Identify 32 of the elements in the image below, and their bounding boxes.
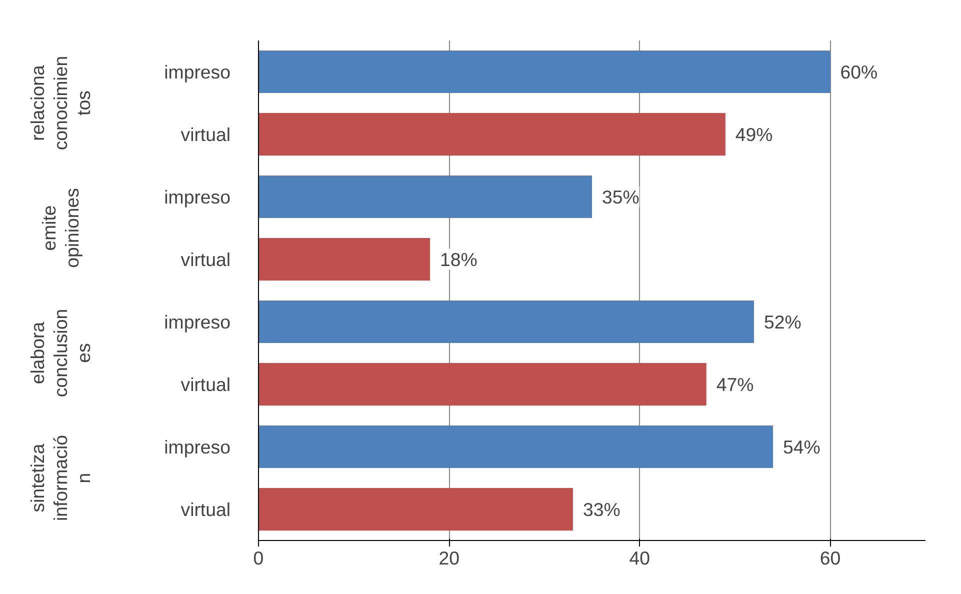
y-tick-label: impreso bbox=[164, 311, 231, 332]
bar bbox=[258, 113, 726, 156]
x-tick-label: 40 bbox=[629, 548, 650, 568]
data-label: 18% bbox=[440, 248, 478, 270]
x-tick-label: 20 bbox=[438, 548, 460, 568]
data-label: 49% bbox=[735, 124, 773, 145]
text: emite opiniones bbox=[38, 188, 83, 268]
text: elabora conclusiones bbox=[26, 308, 94, 398]
data-label: 47% bbox=[716, 374, 754, 395]
text: relaciona conocimientos bbox=[26, 56, 94, 150]
bar bbox=[258, 176, 592, 218]
bar bbox=[258, 50, 830, 93]
bar bbox=[258, 300, 754, 343]
bar bbox=[258, 363, 706, 406]
x-tick-label: 0 bbox=[253, 548, 264, 568]
y-tick-label: virtual bbox=[180, 124, 230, 145]
y-tick-label: virtual bbox=[180, 498, 230, 520]
y-tick-label: impreso bbox=[164, 186, 231, 208]
data-label: 60% bbox=[840, 61, 878, 82]
bar bbox=[258, 238, 430, 280]
x-tick-label: 60 bbox=[820, 548, 841, 568]
y-tick-label: virtual bbox=[180, 248, 230, 270]
data-label: 33% bbox=[582, 498, 620, 520]
bar bbox=[258, 488, 573, 530]
text: sintetiza información bbox=[26, 434, 94, 522]
y-tick-label: impreso bbox=[164, 436, 231, 458]
y-tick-label: virtual bbox=[180, 374, 230, 395]
data-label: 52% bbox=[764, 311, 802, 332]
data-label: 35% bbox=[602, 186, 640, 208]
y-tick-label: impreso bbox=[164, 61, 231, 82]
bar bbox=[258, 426, 774, 468]
data-label: 54% bbox=[783, 436, 820, 458]
